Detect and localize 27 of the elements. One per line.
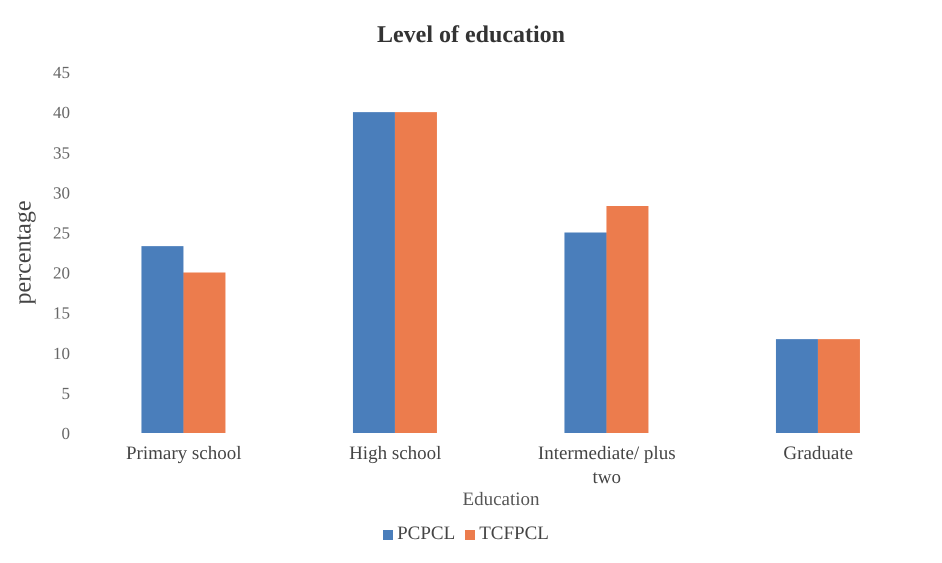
bar xyxy=(394,112,437,433)
bar xyxy=(818,339,860,433)
legend-label: PCPCL xyxy=(397,523,456,544)
y-tick-label: 0 xyxy=(62,424,70,444)
chart-title: Level of education xyxy=(376,21,566,50)
y-tick-label: 20 xyxy=(53,264,70,283)
y-tick-label: 30 xyxy=(53,183,70,202)
x-axis-title: Education xyxy=(462,489,540,510)
legend-label: TCFPCL xyxy=(479,523,549,544)
x-tick-label: Graduate xyxy=(783,443,854,464)
bar xyxy=(606,206,648,433)
y-axis-title: percentage xyxy=(10,200,37,304)
x-tick-label: Primary school xyxy=(126,443,242,464)
bar xyxy=(564,232,606,433)
x-tick-label: Intermediate/ plus two xyxy=(538,443,676,488)
y-tick-label: 25 xyxy=(53,223,70,242)
bar xyxy=(183,272,226,433)
y-tick-label: 45 xyxy=(53,63,70,82)
bar xyxy=(776,339,818,433)
y-tick-label: 35 xyxy=(53,143,70,162)
y-tick-label: 10 xyxy=(53,344,70,363)
y-tick-label: 15 xyxy=(53,304,70,323)
y-tick-label: 5 xyxy=(62,384,70,403)
bar xyxy=(352,112,395,433)
y-tick-label: 40 xyxy=(53,103,70,122)
x-tick-label: High school xyxy=(349,443,442,464)
bar xyxy=(141,246,184,433)
